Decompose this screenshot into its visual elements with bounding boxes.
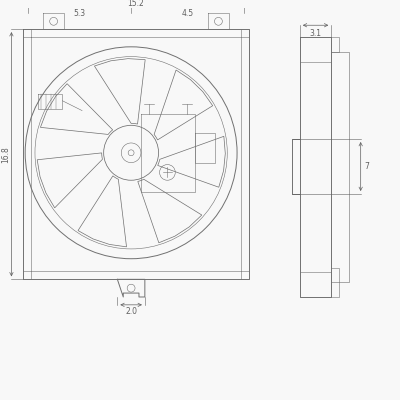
- Text: 2.0: 2.0: [125, 307, 137, 316]
- Text: 4.5: 4.5: [182, 9, 194, 18]
- Text: 5.3: 5.3: [74, 9, 86, 18]
- Text: 16.8: 16.8: [1, 146, 10, 163]
- Text: 7: 7: [364, 162, 369, 171]
- Text: 3.1: 3.1: [310, 28, 322, 38]
- Text: 15.2: 15.2: [128, 0, 144, 8]
